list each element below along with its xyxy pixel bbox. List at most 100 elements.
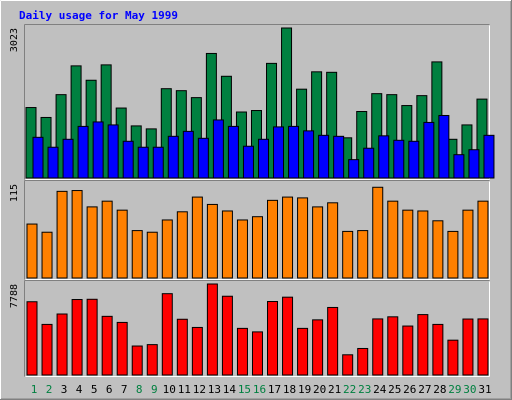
bar: [251, 216, 263, 279]
x-tick-label: 12: [193, 383, 206, 396]
bar: [297, 197, 309, 279]
bar: [462, 209, 474, 279]
x-tick-label: 31: [478, 383, 491, 396]
x-tick-label: 3: [61, 383, 68, 396]
x-tick-label: 15: [238, 383, 251, 396]
bar: [483, 134, 495, 179]
bar: [312, 319, 324, 376]
bar: [242, 145, 254, 179]
bar: [176, 318, 188, 376]
bar: [197, 137, 209, 179]
bar: [176, 211, 188, 279]
x-tick-label: 24: [373, 383, 387, 396]
bar: [251, 331, 263, 376]
bar: [56, 313, 68, 376]
bar: [62, 138, 74, 179]
bar: [32, 136, 44, 179]
x-tick-label: 5: [91, 383, 98, 396]
bar: [47, 146, 59, 179]
x-tick-label: 18: [283, 383, 296, 396]
bar: [92, 121, 104, 179]
x-axis-labels: 1 2 3 4 5 6 7 8 9 10 11 12 13 14 15 16 17 18 19 20 21 22 23 24 2…: [31, 383, 492, 396]
bar: [342, 354, 354, 376]
bar: [468, 149, 480, 179]
bar: [77, 125, 89, 179]
bar: [71, 190, 83, 279]
bar: [453, 154, 465, 179]
x-tick-label: 2: [46, 383, 53, 396]
chart-title: Daily usage for May 1999: [19, 9, 178, 22]
bar: [205, 52, 217, 179]
bar: [327, 306, 339, 376]
bar: [41, 323, 53, 376]
bar: [326, 71, 338, 179]
bar: [333, 135, 345, 179]
y-max-label: 7788: [9, 284, 20, 308]
bar: [191, 326, 203, 376]
bar: [236, 327, 248, 376]
bar: [182, 130, 194, 179]
x-tick-label: 10: [163, 383, 176, 396]
bar: [167, 135, 179, 179]
bar: [318, 134, 330, 179]
bar: [146, 344, 158, 376]
bar: [101, 200, 113, 279]
bar: [348, 159, 360, 179]
bar: [26, 223, 38, 279]
bar: [372, 186, 384, 279]
bar: [432, 323, 444, 376]
x-tick-label: 9: [151, 383, 158, 396]
bar: [402, 325, 414, 376]
bar: [266, 62, 278, 179]
bar: [161, 219, 173, 279]
bar: [26, 301, 38, 376]
x-tick-label: 13: [208, 383, 221, 396]
bar: [423, 121, 435, 179]
bar: [212, 119, 224, 179]
bar: [227, 125, 239, 179]
bar: [206, 283, 218, 376]
x-tick-label: 25: [388, 383, 401, 396]
bar: [297, 327, 309, 376]
bar: [116, 321, 128, 376]
bar: [387, 316, 399, 376]
chart-panel-3: 7788: [9, 280, 490, 377]
x-tick-label: 27: [418, 383, 431, 396]
bar: [372, 318, 384, 376]
chart-panel-2: 115: [9, 180, 490, 280]
bar: [447, 230, 459, 279]
bar: [477, 200, 489, 279]
bar: [378, 135, 390, 179]
bar: [86, 206, 98, 279]
bar: [131, 230, 143, 279]
bar: [152, 146, 164, 179]
x-tick-label: 14: [223, 383, 237, 396]
bar: [206, 203, 218, 279]
bar: [438, 114, 450, 179]
x-tick-label: 16: [253, 383, 266, 396]
x-tick-label: 21: [328, 383, 341, 396]
x-tick-label: 6: [106, 383, 113, 396]
bar: [393, 139, 405, 179]
x-tick-label: 19: [298, 383, 311, 396]
bar: [282, 196, 294, 279]
bar: [146, 231, 158, 279]
x-tick-label: 1: [31, 383, 38, 396]
bar: [282, 296, 294, 376]
chart-panel-1: 3023: [9, 24, 495, 180]
bar: [70, 65, 82, 179]
bar: [221, 210, 233, 279]
x-tick-label: 11: [178, 383, 191, 396]
bar: [356, 111, 368, 179]
x-tick-label: 28: [433, 383, 446, 396]
bar: [387, 200, 399, 279]
bar: [107, 124, 119, 179]
bar: [86, 298, 98, 376]
bar: [160, 88, 172, 179]
bar: [221, 295, 233, 376]
bar: [267, 199, 279, 279]
bar: [363, 147, 375, 179]
bar: [191, 196, 203, 279]
bar: [477, 318, 489, 376]
